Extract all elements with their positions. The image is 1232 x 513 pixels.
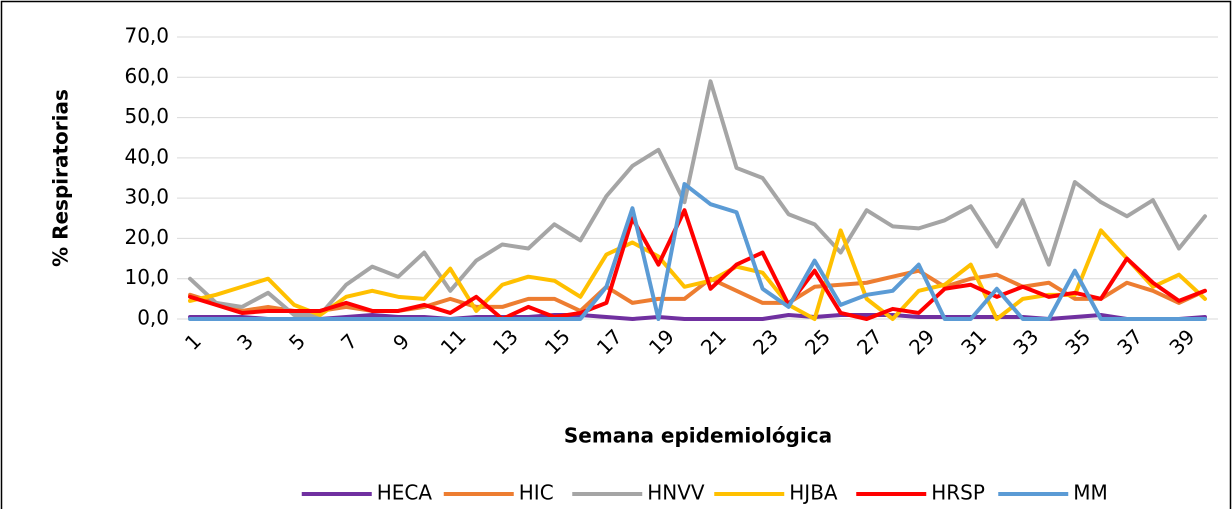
series-line — [188, 208, 1207, 321]
y-tick-label: 20,0 — [124, 225, 169, 249]
y-tick-label: 30,0 — [124, 185, 169, 209]
y-tick-label: 10,0 — [124, 265, 169, 289]
legend-label: MM — [1073, 481, 1108, 505]
x-axis-title: Semana epidemiológica — [564, 424, 832, 448]
y-axis-title: % Respiratorias — [49, 89, 73, 267]
series-line — [188, 228, 1207, 321]
series-line — [188, 79, 1207, 317]
legend-label: HRSP — [931, 481, 985, 505]
legend-label: HIC — [519, 481, 554, 505]
y-tick-label: 0,0 — [137, 306, 169, 330]
y-tick-label: 50,0 — [124, 104, 169, 128]
legend-label: HJBA — [789, 481, 838, 505]
y-tick-label: 60,0 — [124, 64, 169, 88]
series-line — [188, 182, 1207, 321]
y-tick-label: 70,0 — [124, 24, 169, 48]
y-tick-label: 40,0 — [124, 144, 169, 168]
legend-label: HNVV — [647, 481, 705, 505]
legend-label: HECA — [377, 481, 433, 505]
